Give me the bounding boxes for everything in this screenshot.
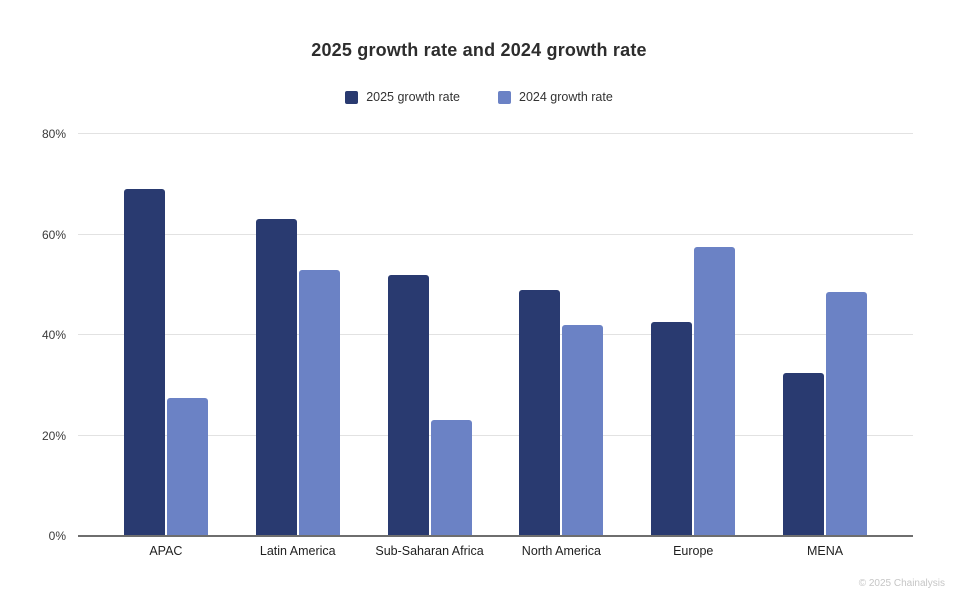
gridline-40 — [78, 334, 913, 335]
x-tick-label-mena: MENA — [806, 544, 844, 558]
bar-group-sub-saharan-africa: Sub-Saharan Africa — [364, 134, 496, 558]
bar-2024-growth-rate-mena — [826, 292, 868, 536]
bar-2024-growth-rate-latin-america — [298, 269, 340, 536]
bar-2025-growth-rate-apac — [123, 189, 165, 536]
bar-2025-growth-rate-sub-saharan-africa — [387, 274, 429, 536]
legend-label-2025: 2025 growth rate — [366, 90, 460, 104]
y-tick-label-60: 60% — [41, 227, 66, 242]
bar-2024-growth-rate-europe — [694, 247, 736, 536]
legend-label-2024: 2024 growth rate — [519, 90, 613, 104]
bar-2025-growth-rate-latin-america — [255, 219, 297, 536]
y-tick-label-80: 80% — [41, 127, 66, 141]
gridline-20 — [78, 434, 913, 436]
chart-title: 2025 growth rate and 2024 growth rate — [311, 40, 647, 60]
gridline-60 — [78, 233, 913, 235]
bar-2025-growth-rate-mena — [783, 372, 825, 536]
bar-group-latin-america: Latin America — [232, 134, 364, 558]
legend: 2025 growth rate 2024 growth rate — [0, 90, 958, 104]
legend-swatch-2025-icon — [345, 90, 359, 104]
bar-2025-growth-rate-north-america — [519, 289, 561, 536]
copyright-note: © 2025 Chainalysis — [858, 578, 945, 589]
bar-group-apac: APAC — [100, 134, 232, 558]
x-tick-label-latin-america: Latin America — [259, 544, 336, 558]
x-tick-label-north-america: North America — [521, 544, 601, 558]
legend-item-2025: 2025 growth rate — [345, 90, 460, 104]
gridline-80 — [78, 133, 913, 134]
legend-swatch-2024-icon — [498, 90, 511, 104]
x-tick-label-europe: Europe — [673, 544, 714, 558]
bar-group-north-america: North America — [495, 134, 627, 558]
bar-2024-growth-rate-sub-saharan-africa — [430, 420, 472, 536]
y-tick-label-40: 40% — [41, 328, 66, 342]
y-tick-label-20: 20% — [41, 428, 66, 443]
bar-2024-growth-rate-apac — [166, 397, 208, 536]
bar-2024-growth-rate-north-america — [562, 324, 604, 536]
bar-groups: APAC Latin America Sub-Saharan Africa North… — [78, 134, 913, 558]
plot-area: APAC Latin America Sub-Saharan Africa North… — [42, 128, 913, 558]
x-axis-line — [78, 535, 913, 537]
bar-group-europe: Europe — [627, 134, 759, 558]
y-tick-label-0: 0% — [48, 529, 66, 543]
x-tick-label-sub-saharan-africa: Sub-Saharan Africa — [375, 544, 484, 558]
bar-2025-growth-rate-europe — [651, 322, 693, 536]
bar-group-mena: MENA — [759, 134, 891, 558]
legend-item-2024: 2024 growth rate — [498, 90, 613, 104]
x-tick-label-apac: APAC — [149, 544, 183, 558]
